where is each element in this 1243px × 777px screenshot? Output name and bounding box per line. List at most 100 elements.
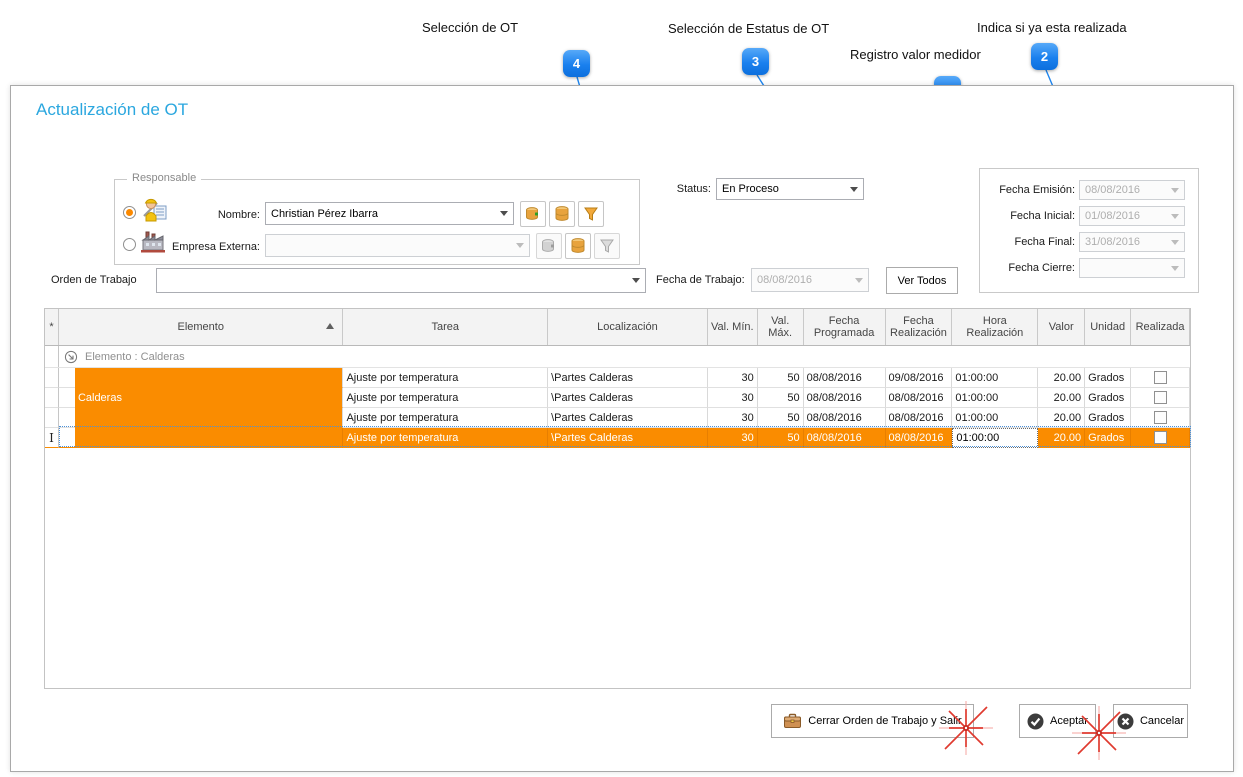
cell-valor[interactable]: 20.00	[1038, 428, 1086, 448]
cell-valor[interactable]: 20.00	[1038, 408, 1086, 428]
cell-hora-realizacion[interactable]: 01:00:00	[952, 368, 1039, 388]
cell-hora-realizacion[interactable]: 01:00:00	[952, 408, 1039, 428]
ver-todos-button[interactable]: Ver Todos	[886, 267, 958, 294]
cell-fecha-realizacion[interactable]: 09/08/2016	[885, 368, 953, 388]
hora-realizacion-edit-cell[interactable]: 01:00:00	[952, 428, 1039, 448]
cell-fecha-programada[interactable]: 08/08/2016	[803, 388, 886, 408]
accept-check-icon	[1027, 713, 1044, 730]
status-combobox[interactable]: En Proceso	[716, 178, 864, 200]
fecha-trabajo-label: Fecha de Trabajo:	[656, 274, 745, 286]
cell-val-max[interactable]: 50	[757, 368, 804, 388]
cell-hora-realizacion[interactable]: 01:00:00	[952, 388, 1039, 408]
cancelar-button[interactable]: Cancelar	[1113, 704, 1188, 738]
cell-tarea[interactable]: Ajuste por temperatura	[343, 408, 549, 428]
cell-unidad[interactable]: Grados	[1085, 388, 1132, 408]
chevron-down-icon	[1171, 265, 1179, 271]
table-row[interactable]: Ajuste por temperatura \Partes Calderas …	[45, 368, 1190, 388]
cell-localizacion[interactable]: \Partes Calderas	[548, 368, 708, 388]
database-add-icon	[526, 207, 538, 220]
header-fecha-programada[interactable]: Fecha Programada	[804, 309, 886, 345]
nombre-combobox[interactable]: Christian Pérez Ibarra	[265, 202, 514, 225]
cell-unidad[interactable]: Grados	[1085, 428, 1132, 448]
add-responsable-button[interactable]	[520, 201, 546, 227]
filter-icon	[600, 239, 614, 253]
table-row-selected[interactable]: I Ajuste por temperatura \Partes Caldera…	[45, 428, 1190, 448]
cell-tarea[interactable]: Ajuste por temperatura	[343, 428, 549, 448]
list-empresa-button[interactable]	[565, 233, 591, 259]
header-elemento[interactable]: Elemento	[59, 309, 344, 345]
table-row[interactable]: Ajuste por temperatura \Partes Calderas …	[45, 408, 1190, 428]
list-responsable-button[interactable]	[549, 201, 575, 227]
header-localizacion[interactable]: Localización	[548, 309, 708, 345]
cell-fecha-realizacion[interactable]: 08/08/2016	[885, 428, 953, 448]
row-indicator	[45, 408, 59, 428]
cell-localizacion[interactable]: \Partes Calderas	[548, 408, 708, 428]
cell-elemento[interactable]	[74, 368, 344, 388]
ot-tasks-grid: * Elemento Tarea Localización Val. Mín. …	[44, 308, 1191, 689]
header-hora-realizacion[interactable]: Hora Realización	[952, 309, 1039, 345]
cell-unidad[interactable]: Grados	[1085, 408, 1132, 428]
cell-fecha-realizacion[interactable]: 08/08/2016	[885, 388, 953, 408]
cell-val-max[interactable]: 50	[757, 408, 804, 428]
realizada-checkbox[interactable]	[1153, 371, 1167, 384]
header-tarea[interactable]: Tarea	[343, 309, 549, 345]
fecha-cierre-label: Fecha Cierre:	[1008, 262, 1075, 274]
filter-responsable-button[interactable]	[578, 201, 604, 227]
header-fecha-realizacion[interactable]: Fecha Realización	[886, 309, 953, 345]
responsable-externo-radio[interactable]	[123, 238, 136, 251]
orden-trabajo-label: Orden de Trabajo	[51, 274, 137, 286]
cell-fecha-programada[interactable]: 08/08/2016	[803, 368, 886, 388]
fecha-final-label: Fecha Final:	[1014, 236, 1075, 248]
callout-label-indica-realizada: Indica si ya esta realizada	[977, 20, 1127, 35]
cell-localizacion[interactable]: \Partes Calderas	[548, 428, 708, 448]
cell-valor[interactable]: 20.00	[1038, 368, 1086, 388]
realizada-checkbox[interactable]	[1153, 411, 1167, 424]
aceptar-button[interactable]: Aceptar	[1019, 704, 1096, 738]
cell-valor[interactable]: 20.00	[1038, 388, 1086, 408]
responsable-interno-radio[interactable]	[123, 206, 136, 219]
chevron-down-icon	[516, 243, 524, 248]
realizada-checkbox[interactable]	[1153, 391, 1167, 404]
header-indicator: *	[45, 309, 59, 345]
table-row[interactable]: Calderas Ajuste por temperatura \Partes …	[45, 388, 1190, 408]
page-title: Actualización de OT	[36, 100, 189, 119]
header-valor[interactable]: Valor	[1038, 309, 1086, 345]
cell-val-max[interactable]: 50	[757, 388, 804, 408]
cell-elemento[interactable]: Calderas	[74, 388, 344, 408]
cell-val-min[interactable]: 30	[707, 428, 758, 448]
header-val-max[interactable]: Val. Máx.	[758, 309, 804, 345]
header-realizada[interactable]: Realizada	[1131, 309, 1190, 345]
chevron-down-icon	[850, 186, 858, 192]
cell-fecha-programada[interactable]: 08/08/2016	[803, 408, 886, 428]
orden-trabajo-combobox[interactable]	[156, 268, 646, 293]
cell-tarea[interactable]: Ajuste por temperatura	[343, 368, 549, 388]
collapse-arrow-icon[interactable]	[64, 350, 78, 364]
cell-tarea[interactable]: Ajuste por temperatura	[343, 388, 549, 408]
grid-header: * Elemento Tarea Localización Val. Mín. …	[45, 309, 1190, 346]
cell-val-min[interactable]: 30	[707, 388, 758, 408]
realizada-checkbox[interactable]	[1153, 431, 1167, 444]
cell-elemento[interactable]	[74, 408, 344, 428]
cell-val-min[interactable]: 30	[707, 368, 758, 388]
callout-badge-4: 4	[563, 50, 590, 77]
cell-elemento[interactable]	[74, 428, 344, 448]
cell-val-min[interactable]: 30	[707, 408, 758, 428]
cell-localizacion[interactable]: \Partes Calderas	[548, 388, 708, 408]
callout-label-seleccion-estatus: Selección de Estatus de OT	[668, 21, 830, 36]
header-unidad[interactable]: Unidad	[1085, 309, 1132, 345]
cell-val-max[interactable]: 50	[757, 428, 804, 448]
nombre-label: Nombre:	[217, 209, 260, 221]
cell-fecha-realizacion[interactable]: 08/08/2016	[885, 408, 953, 428]
fecha-inicial-picker: 01/08/2016	[1079, 206, 1185, 226]
header-val-min[interactable]: Val. Mín.	[708, 309, 758, 345]
cell-unidad[interactable]: Grados	[1085, 368, 1132, 388]
cell-realizada	[1131, 368, 1190, 388]
worker-icon	[140, 194, 167, 225]
cell-realizada	[1131, 428, 1190, 448]
row-indicator	[45, 388, 59, 408]
group-row-calderas[interactable]: Elemento : Calderas	[45, 346, 1190, 368]
cell-fecha-programada[interactable]: 08/08/2016	[803, 428, 886, 448]
fecha-trabajo-picker: 08/08/2016	[751, 268, 869, 292]
cerrar-ot-button[interactable]: Cerrar Orden de Trabajo y Salir	[771, 704, 974, 738]
